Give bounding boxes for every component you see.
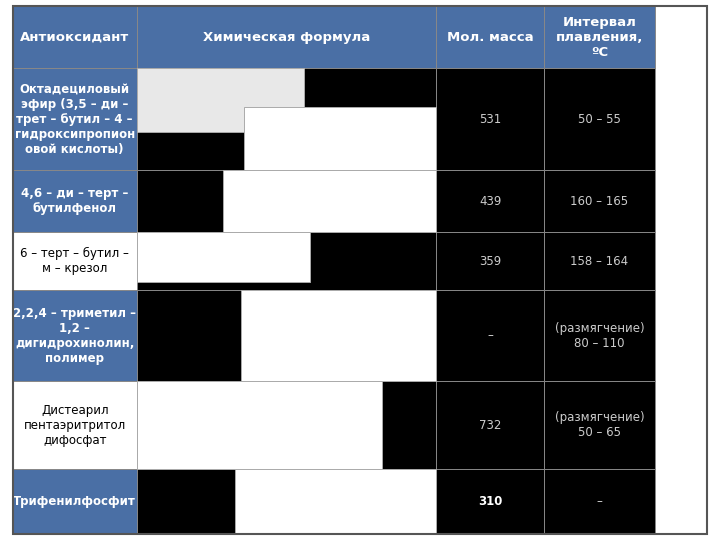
Text: 531: 531 [479, 113, 501, 126]
Bar [436, 232, 544, 291]
Bar [137, 171, 436, 232]
Bar [13, 232, 137, 291]
Bar [137, 68, 305, 132]
Text: 160 – 165: 160 – 165 [570, 195, 629, 208]
Bar [13, 381, 137, 469]
Bar [13, 6, 137, 68]
Bar [436, 469, 544, 534]
Text: 2,2,4 – триметил –
1,2 –
дигидрохинолин,
полимер: 2,2,4 – триметил – 1,2 – дигидрохинолин,… [13, 307, 136, 365]
Text: –: – [597, 495, 603, 508]
Bar [13, 68, 137, 171]
Bar [137, 469, 436, 534]
Bar [436, 381, 544, 469]
Text: –: – [487, 329, 493, 342]
Text: Мол. масса: Мол. масса [447, 31, 534, 44]
Bar [544, 469, 655, 534]
Text: 310: 310 [478, 495, 503, 508]
Text: 158 – 164: 158 – 164 [570, 255, 629, 268]
Bar [544, 381, 655, 469]
Bar [436, 171, 544, 232]
Bar [137, 232, 310, 282]
Text: 6 – терт – бутил –
м – крезол: 6 – терт – бутил – м – крезол [20, 247, 129, 275]
Text: Октадециловый
эфир (3,5 – ди –
трет – бутил – 4 –
гидроксипропион
овой кислоты): Октадециловый эфир (3,5 – ди – трет – бу… [14, 83, 135, 156]
Bar [436, 291, 544, 381]
Bar [137, 381, 382, 469]
Text: 732: 732 [479, 418, 501, 431]
Bar [241, 291, 436, 381]
Text: 359: 359 [479, 255, 501, 268]
Bar [223, 171, 436, 232]
Bar [544, 68, 655, 171]
Bar [13, 291, 137, 381]
Text: Химическая формула: Химическая формула [203, 31, 370, 44]
Text: 4,6 – ди – терт –
бутилфенол: 4,6 – ди – терт – бутилфенол [21, 187, 128, 215]
Bar [544, 171, 655, 232]
Text: (размягчение)
80 – 110: (размягчение) 80 – 110 [554, 322, 644, 350]
Text: (размягчение)
50 – 65: (размягчение) 50 – 65 [554, 411, 644, 439]
Bar [245, 107, 436, 171]
Bar [137, 68, 436, 171]
Text: Трифенилфосфит: Трифенилфосфит [13, 495, 136, 508]
Bar [137, 291, 436, 381]
Bar [137, 6, 436, 68]
Bar [544, 232, 655, 291]
Bar [13, 171, 137, 232]
Text: Дистеарил
пентаэритритол
дифосфат: Дистеарил пентаэритритол дифосфат [24, 404, 126, 447]
Bar [544, 6, 655, 68]
Bar [235, 469, 436, 534]
Text: 50 – 55: 50 – 55 [578, 113, 621, 126]
Bar [436, 68, 544, 171]
Text: 439: 439 [479, 195, 501, 208]
Bar [436, 6, 544, 68]
Text: Интервал
плавления,
ºС: Интервал плавления, ºС [556, 16, 643, 59]
Bar [137, 232, 436, 291]
Text: Антиоксидант: Антиоксидант [20, 31, 130, 44]
Bar [544, 291, 655, 381]
Bar [137, 381, 436, 469]
Bar [13, 469, 137, 534]
